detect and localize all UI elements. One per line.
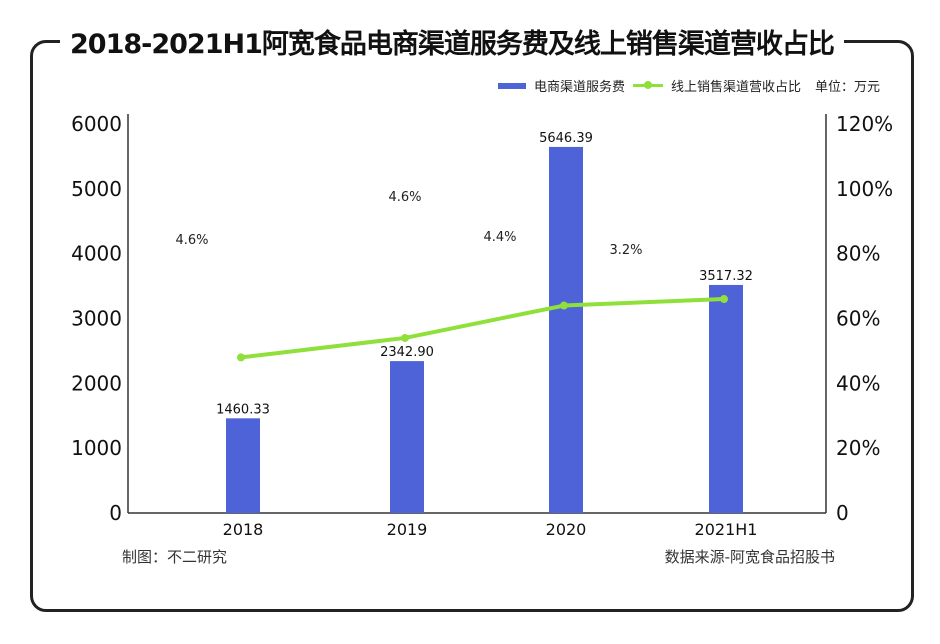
percent-annotation: 4.4%: [483, 230, 516, 245]
bar: [549, 146, 583, 513]
right-tick-label: 20%: [836, 436, 880, 460]
bar-value-label: 2342.90: [380, 345, 434, 360]
bar-value-label: 3517.32: [699, 269, 753, 284]
percent-annotation: 4.6%: [175, 233, 208, 248]
bar-value-label: 1460.33: [216, 402, 270, 417]
percent-annotation: 4.6%: [388, 190, 421, 205]
left-tick-label: 5000: [71, 177, 122, 201]
left-tick-label: 4000: [71, 242, 122, 266]
line-point: [237, 353, 245, 362]
line-point: [401, 333, 409, 342]
x-tick-label: 2019: [387, 520, 428, 539]
unit-label: 单位：万元: [814, 80, 880, 95]
right-tick-label: 120%: [836, 112, 893, 136]
legend-bar-label: 电商渠道服务费: [533, 80, 625, 95]
left-tick-label: 0: [109, 501, 122, 525]
left-tick-label: 3000: [71, 307, 122, 331]
bar-value-label: 5646.39: [539, 131, 593, 146]
right-tick-label: 60%: [836, 307, 880, 331]
bar: [226, 418, 260, 513]
x-tick-label: 2020: [546, 520, 587, 539]
bar: [709, 284, 743, 513]
line-series: [240, 297, 725, 360]
right-tick-label: 80%: [836, 242, 880, 266]
left-tick-label: 1000: [71, 436, 122, 460]
x-tick-label: 2018: [223, 520, 264, 539]
bar: [390, 361, 424, 513]
x-tick-label: 2021H1: [695, 520, 758, 539]
left-tick-label: 2000: [71, 371, 122, 395]
line-point: [560, 301, 568, 310]
legend: 电商渠道服务费 线上销售渠道营收占比 单位：万元: [497, 76, 880, 95]
source-text: 数据来源-阿宽食品招股书: [664, 548, 835, 566]
left-tick-label: 6000: [71, 112, 122, 136]
line-point: [720, 295, 728, 304]
right-tick-label: 40%: [836, 371, 880, 395]
right-tick-label: 100%: [836, 177, 893, 201]
credit-text: 制图：不二研究: [122, 548, 228, 566]
legend-bar-swatch: [497, 82, 526, 89]
right-tick-label: 0: [836, 501, 849, 525]
legend-line-swatch: [632, 81, 663, 89]
percent-annotation: 3.2%: [609, 243, 642, 258]
legend-line-label: 线上销售渠道营收占比: [670, 80, 801, 95]
chart-title: 2018-2021H1阿宽食品电商渠道服务费及线上销售渠道营收占比: [60, 22, 844, 61]
